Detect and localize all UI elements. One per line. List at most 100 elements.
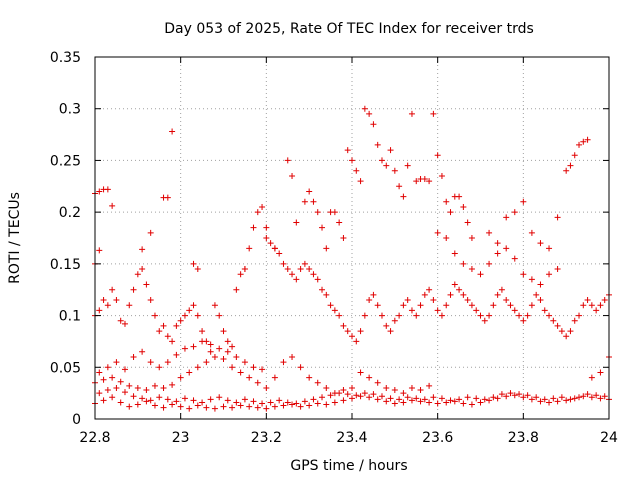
data-point	[151, 312, 158, 319]
data-point	[301, 198, 308, 205]
data-point	[391, 387, 398, 394]
data-point	[169, 401, 176, 408]
data-point	[361, 390, 368, 397]
data-point	[546, 271, 553, 278]
data-point	[109, 286, 116, 293]
data-point	[413, 395, 420, 402]
data-point	[584, 391, 591, 398]
data-point	[438, 312, 445, 319]
data-point	[336, 312, 343, 319]
data-point	[571, 317, 578, 324]
data-point	[486, 397, 493, 404]
data-point	[121, 320, 128, 327]
data-point	[490, 302, 497, 309]
data-point	[349, 395, 355, 402]
data-point	[323, 245, 330, 252]
data-point	[503, 214, 510, 221]
data-point	[289, 353, 296, 360]
data-point	[554, 266, 561, 273]
data-point	[378, 312, 385, 319]
data-point	[396, 183, 403, 190]
data-point	[181, 345, 188, 352]
data-point	[468, 235, 475, 241]
data-point	[323, 401, 330, 408]
x-tick-label: 23.2	[251, 430, 282, 446]
data-point	[507, 302, 514, 309]
data-point	[349, 384, 355, 391]
data-point	[181, 395, 188, 402]
data-point	[314, 379, 321, 386]
data-point	[237, 271, 244, 278]
data-point	[408, 307, 415, 314]
data-point	[340, 322, 347, 329]
data-point	[443, 302, 450, 309]
data-point	[190, 397, 197, 404]
data-point	[344, 391, 351, 398]
y-tick-label: 0.2	[59, 205, 81, 221]
data-point	[314, 276, 321, 283]
data-point	[387, 395, 394, 402]
data-point	[528, 396, 535, 403]
data-points	[92, 105, 612, 412]
data-point	[331, 307, 338, 314]
data-point	[284, 266, 291, 273]
data-point	[546, 245, 553, 252]
data-point	[233, 286, 240, 293]
data-point	[417, 398, 424, 405]
data-point	[400, 399, 407, 406]
data-point	[511, 307, 518, 314]
data-point	[503, 245, 510, 252]
data-point	[357, 393, 364, 400]
data-point	[511, 209, 518, 216]
data-point	[96, 369, 103, 376]
data-point	[597, 302, 604, 309]
data-point	[246, 245, 253, 252]
data-point	[229, 404, 236, 411]
data-point	[207, 348, 214, 355]
data-point	[434, 307, 441, 314]
data-point	[267, 240, 274, 247]
data-point	[164, 359, 171, 366]
data-point	[383, 322, 390, 329]
data-point	[109, 394, 116, 401]
data-point	[486, 229, 493, 236]
data-point	[550, 317, 557, 324]
data-point	[554, 398, 561, 405]
data-point	[396, 396, 403, 403]
data-point	[104, 302, 111, 309]
data-point	[537, 240, 544, 247]
y-tick-label: 0.05	[50, 360, 81, 376]
x-tick-labels: 22.8 23 23.2 23.4 23.6 23.8 24	[79, 430, 618, 446]
data-point	[96, 247, 103, 254]
data-point	[563, 333, 570, 340]
data-point	[468, 401, 475, 408]
data-point	[520, 271, 527, 278]
data-point	[576, 394, 583, 401]
data-point	[580, 393, 587, 400]
data-point	[396, 312, 403, 319]
data-point	[353, 338, 360, 345]
data-point	[460, 291, 467, 298]
data-point	[194, 364, 201, 371]
grid-lines	[95, 57, 609, 419]
y-tick-labels: 0 0.05 0.1 0.15 0.2 0.25 0.3 0.35	[50, 50, 81, 428]
data-point	[259, 366, 266, 373]
data-point	[276, 250, 283, 257]
data-point	[139, 246, 146, 253]
data-point	[503, 297, 510, 304]
data-point	[310, 271, 317, 278]
data-point	[224, 338, 231, 345]
data-point	[571, 395, 578, 402]
data-point	[289, 271, 296, 278]
data-point	[173, 398, 180, 405]
data-point	[181, 312, 188, 319]
data-point	[524, 392, 531, 399]
data-point	[451, 250, 458, 257]
data-point	[169, 381, 176, 388]
data-point	[486, 260, 493, 267]
data-point	[434, 400, 441, 407]
data-point	[464, 297, 471, 304]
data-point	[593, 392, 600, 399]
data-point	[528, 276, 535, 283]
data-point	[319, 224, 326, 231]
